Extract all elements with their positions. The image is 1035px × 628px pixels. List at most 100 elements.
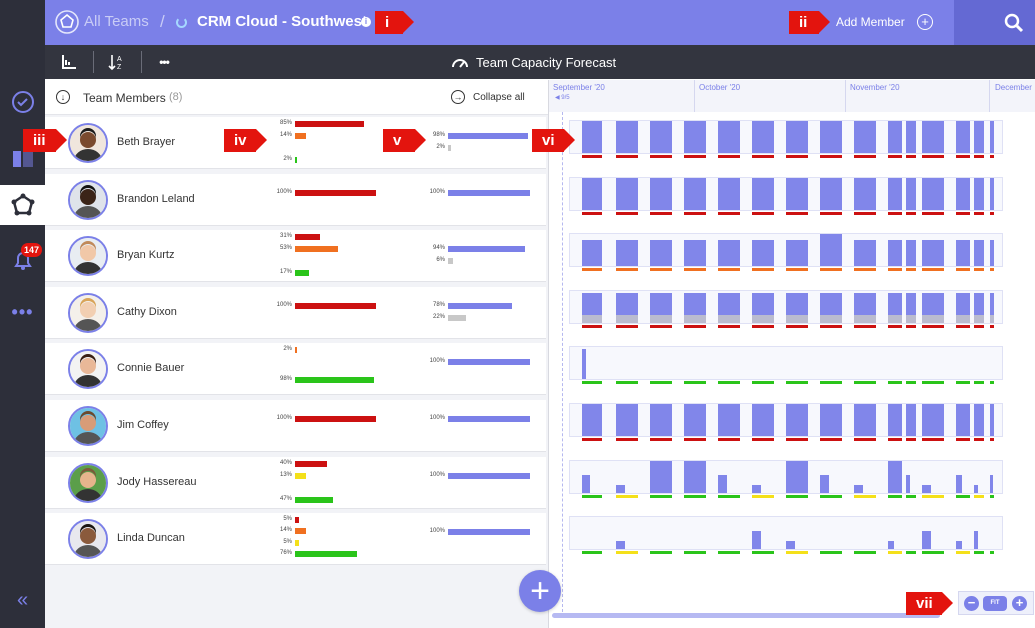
- status-indicator: [752, 324, 774, 328]
- capacity-fill: [684, 121, 706, 153]
- capacity-fill: [922, 531, 931, 550]
- member-row[interactable]: Linda Duncan 5% 14% 5% 76% 100%: [45, 513, 546, 566]
- more-icon[interactable]: •••: [11, 301, 34, 322]
- capacity-fill: [718, 121, 740, 153]
- capacity-fill: [956, 404, 970, 436]
- member-row[interactable]: Bryan Kurtz 31% 53% 17% 94% 6%: [45, 230, 546, 283]
- capacity-block: [718, 345, 740, 385]
- allocation-bar: [295, 551, 357, 558]
- unassigned-fill: [718, 314, 740, 323]
- search-button[interactable]: [954, 0, 1035, 45]
- status-indicator: [990, 438, 994, 441]
- capacity-timeline-row[interactable]: [569, 176, 1003, 215]
- capacity-fill: [752, 404, 774, 436]
- allocation-bar: [295, 496, 334, 503]
- status-indicator: [650, 211, 672, 215]
- member-row[interactable]: Brandon Leland 100% 100%: [45, 173, 546, 226]
- allocation-bar: [295, 517, 300, 524]
- capacity-fill: [650, 460, 672, 493]
- capacity-block: [616, 232, 638, 272]
- member-row[interactable]: Beth Brayer 85% 14% 2% 98% 2%: [45, 117, 546, 169]
- capacity-fill: [582, 121, 602, 153]
- boards-icon[interactable]: [0, 136, 45, 176]
- capacity-fill: [786, 541, 795, 550]
- status-indicator: [752, 551, 774, 555]
- capacity-block: [922, 289, 944, 328]
- capacity-block: [956, 289, 970, 328]
- add-member-button[interactable]: Add Member: [836, 15, 905, 29]
- capacity-block: [616, 459, 638, 498]
- capacity-timeline-row[interactable]: [569, 402, 1003, 441]
- chart-axis-icon[interactable]: [59, 53, 79, 71]
- members-title: Team Members: [83, 91, 166, 105]
- horizontal-scrollbar[interactable]: [552, 613, 940, 618]
- capacity-block: [990, 515, 994, 555]
- capacity-fill: [990, 240, 994, 267]
- members-panel-header: ↓ Team Members (8) → Collapse all: [45, 80, 548, 115]
- status-indicator: [888, 438, 902, 441]
- capacity-block: [820, 402, 842, 441]
- notifications-bell-icon[interactable]: 147: [0, 240, 45, 280]
- status-indicator: [786, 381, 808, 385]
- member-row[interactable]: Jim Coffey 100% 100%: [45, 400, 546, 452]
- status-indicator: [684, 551, 706, 555]
- status-indicator: [854, 211, 876, 215]
- capacity-block: [990, 176, 994, 215]
- add-fab-button[interactable]: +: [519, 570, 561, 612]
- allocation-bar: [295, 246, 338, 253]
- capacity-timeline-row[interactable]: [569, 232, 1003, 272]
- zoom-controls: − FIT +: [958, 591, 1034, 615]
- status-indicator: [906, 211, 916, 215]
- capacity-block: [650, 459, 672, 498]
- collapse-all-button[interactable]: Collapse all: [473, 92, 525, 103]
- capacity-label: 100%: [429, 471, 445, 478]
- status-indicator: [786, 268, 808, 272]
- capacity-bar: [448, 189, 530, 196]
- capacity-block: [786, 345, 808, 385]
- capacity-timeline-row[interactable]: [569, 345, 1003, 385]
- all-teams-link[interactable]: All Teams: [84, 13, 149, 30]
- add-member-plus-icon[interactable]: +: [917, 14, 933, 30]
- capacity-block: [718, 176, 740, 215]
- collapse-arrow-icon[interactable]: ↓: [56, 90, 70, 104]
- allocation-bar: [295, 121, 364, 127]
- status-indicator: [888, 324, 902, 328]
- tasks-check-icon[interactable]: [0, 82, 45, 122]
- member-row[interactable]: Jody Hassereau 40% 13% 47% 100%: [45, 456, 546, 509]
- unassigned-fill: [786, 314, 808, 323]
- capacity-timeline-row[interactable]: [569, 120, 1003, 158]
- member-row[interactable]: Connie Bauer 2% 98% 100%: [45, 343, 546, 396]
- expand-sidebar-icon[interactable]: «: [16, 588, 29, 611]
- zoom-out-icon[interactable]: −: [964, 596, 979, 611]
- capacity-bar: [448, 133, 529, 139]
- member-row[interactable]: Cathy Dixon 100% 78% 22%: [45, 286, 546, 339]
- status-indicator: [718, 268, 740, 272]
- teams-icon[interactable]: [0, 185, 45, 225]
- allocation-label: 5%: [283, 516, 292, 523]
- status-indicator: [718, 155, 740, 158]
- collapse-all-icon[interactable]: →: [451, 90, 465, 104]
- capacity-block: [854, 402, 876, 441]
- more-options-icon[interactable]: •••: [159, 55, 170, 69]
- capacity-block: [582, 232, 602, 272]
- unassigned-fill: [974, 314, 984, 323]
- team-info-icon[interactable]: i: [361, 17, 371, 27]
- capacity-fill: [616, 541, 625, 550]
- status-indicator: [650, 155, 672, 158]
- status-indicator: [786, 551, 808, 555]
- capacity-timeline-row[interactable]: [569, 459, 1003, 498]
- status-indicator: [650, 551, 672, 555]
- capacity-timeline-row[interactable]: [569, 515, 1003, 555]
- capacity-fill: [956, 240, 970, 267]
- capacity-block: [718, 459, 740, 498]
- capacity-timeline-row[interactable]: [569, 289, 1003, 328]
- allocation-label: 14%: [279, 132, 292, 138]
- allocation-label: 14%: [279, 527, 292, 534]
- capacity-block: [854, 459, 876, 498]
- zoom-in-icon[interactable]: +: [1012, 596, 1027, 611]
- capacity-fill: [906, 404, 916, 436]
- zoom-fit-button[interactable]: FIT: [983, 596, 1007, 611]
- status-indicator: [974, 381, 984, 385]
- capacity-fill: [684, 404, 706, 436]
